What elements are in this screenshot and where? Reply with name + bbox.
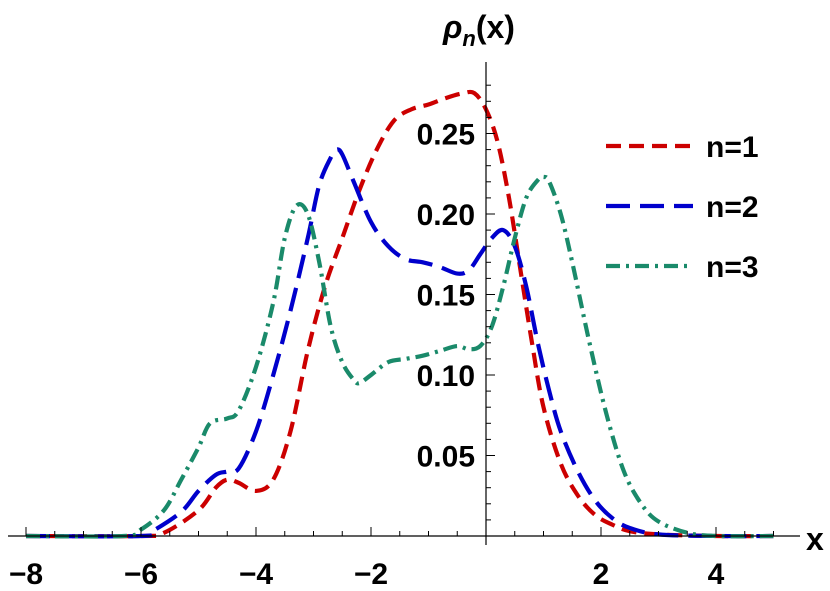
x-tick-label: −2 (354, 558, 388, 591)
legend-label: n=1 (706, 131, 759, 164)
x-tick-label: −6 (124, 558, 158, 591)
legend-label: n=3 (706, 251, 759, 284)
ticks-layer (25, 84, 774, 536)
series-layer (25, 89, 774, 539)
y-tick-label: 0.20 (417, 199, 475, 232)
y-axis-title-base: ρ (442, 9, 462, 45)
series-line-n2 (25, 147, 774, 539)
x-axis-title: x (806, 521, 824, 557)
x-tick-label: −4 (239, 558, 274, 591)
y-axis-title: ρn(x) (442, 9, 515, 51)
y-tick-label: 0.15 (417, 280, 475, 313)
series-line-n1 (25, 89, 774, 539)
series-line-n3 (25, 174, 774, 539)
axes-layer (8, 62, 800, 545)
y-tick-label: 0.10 (417, 360, 475, 393)
y-tick-label: 0.25 (417, 119, 475, 152)
y-axis-title-suffix: (x) (476, 9, 515, 45)
x-tick-label: −8 (9, 558, 43, 591)
x-tick-label: 2 (593, 558, 610, 591)
y-tick-label: 0.05 (417, 441, 475, 474)
y-axis-title-subscript: n (462, 26, 475, 51)
tick-labels: −8 −6 −4 −2 2 4 0.05 0.10 0.15 0.20 0.25 (9, 119, 725, 591)
x-tick-label: 4 (708, 558, 725, 591)
legend-label: n=2 (706, 191, 759, 224)
legend: n=1 n=2 n=3 (606, 131, 759, 284)
